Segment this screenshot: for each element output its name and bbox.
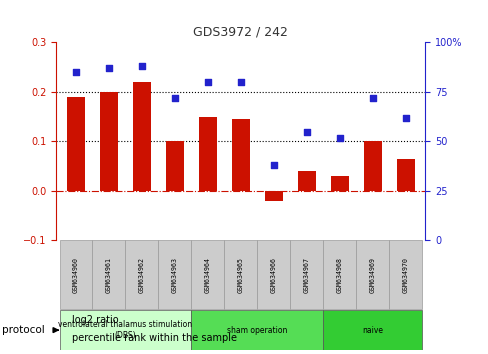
- Text: GSM634968: GSM634968: [336, 257, 342, 292]
- Text: sham operation: sham operation: [226, 326, 287, 335]
- Bar: [323, 240, 355, 309]
- Point: [368, 95, 376, 101]
- Text: GDS3972 / 242: GDS3972 / 242: [193, 26, 288, 39]
- Text: percentile rank within the sample: percentile rank within the sample: [72, 333, 236, 343]
- Bar: [60, 310, 191, 350]
- Bar: [290, 240, 323, 309]
- Bar: [388, 240, 421, 309]
- Bar: [323, 310, 421, 350]
- Point: [105, 65, 113, 71]
- Text: GSM634962: GSM634962: [139, 257, 144, 292]
- Bar: [158, 240, 191, 309]
- Bar: [100, 92, 118, 191]
- Bar: [92, 240, 125, 309]
- Text: GSM634970: GSM634970: [402, 257, 408, 292]
- Bar: [231, 119, 249, 191]
- Bar: [264, 191, 282, 201]
- Text: GSM634965: GSM634965: [237, 257, 244, 292]
- Bar: [297, 171, 315, 191]
- Bar: [191, 240, 224, 309]
- Bar: [125, 240, 158, 309]
- Text: GSM634963: GSM634963: [172, 257, 178, 292]
- Text: naive: naive: [362, 326, 383, 335]
- Point: [401, 115, 409, 121]
- Text: protocol: protocol: [2, 325, 45, 335]
- Text: GSM634966: GSM634966: [270, 257, 276, 292]
- Bar: [224, 240, 257, 309]
- Bar: [199, 117, 217, 191]
- Bar: [363, 142, 381, 191]
- Text: log2 ratio: log2 ratio: [72, 315, 118, 325]
- Text: ventrolateral thalamus stimulation
(DBS): ventrolateral thalamus stimulation (DBS): [58, 320, 192, 340]
- Bar: [165, 142, 183, 191]
- Bar: [60, 240, 92, 309]
- Point: [269, 162, 277, 168]
- Text: GSM634969: GSM634969: [369, 257, 375, 292]
- Bar: [67, 97, 85, 191]
- Bar: [133, 82, 151, 191]
- Point: [335, 135, 343, 140]
- Point: [72, 69, 80, 75]
- Bar: [257, 240, 290, 309]
- Bar: [355, 240, 388, 309]
- Bar: [330, 176, 348, 191]
- Text: GSM634964: GSM634964: [204, 257, 210, 292]
- Point: [203, 79, 211, 85]
- Point: [236, 79, 244, 85]
- Point: [138, 63, 145, 69]
- Bar: [191, 310, 323, 350]
- Text: GSM634967: GSM634967: [303, 257, 309, 292]
- Bar: [396, 159, 414, 191]
- Text: GSM634961: GSM634961: [106, 257, 112, 292]
- Point: [302, 129, 310, 135]
- Point: [171, 95, 179, 101]
- Text: GSM634960: GSM634960: [73, 257, 79, 292]
